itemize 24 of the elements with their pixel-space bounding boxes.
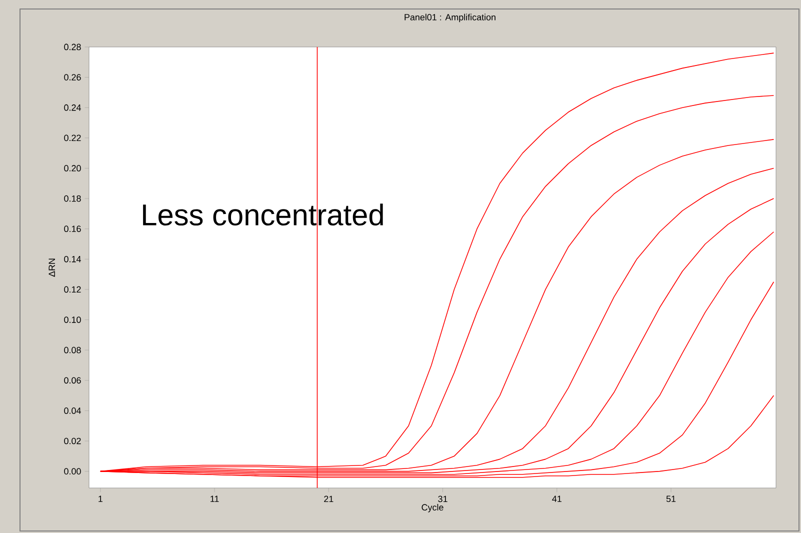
- y-tick-label: 0.26: [64, 74, 81, 80]
- y-tick-label: 0.14: [64, 256, 81, 262]
- x-tick-label: 21: [324, 496, 334, 502]
- y-tick-label: 0.18: [64, 195, 81, 202]
- y-axis-title: ΔRN: [48, 258, 55, 277]
- y-tick-label: 0.04: [64, 408, 81, 414]
- chart-title: Panel01 : Amplification: [404, 14, 496, 22]
- x-tick-label: 41: [552, 496, 562, 502]
- y-tick-label: 0.10: [64, 316, 81, 323]
- y-tick-label: 0.16: [64, 226, 81, 232]
- y-tick-label: 0.28: [64, 44, 81, 50]
- x-tick-label: 51: [666, 496, 676, 502]
- y-tick-label: 0.22: [64, 134, 81, 142]
- y-tick-label: 0.02: [64, 438, 81, 444]
- x-tick-label: 11: [210, 496, 219, 502]
- y-tick-label: 0.00: [64, 468, 81, 474]
- y-tick-label: 0.08: [64, 346, 81, 354]
- x-axis-title: Cycle: [422, 504, 444, 512]
- y-tick-label: 0.24: [64, 104, 81, 111]
- y-tick-label: 0.20: [64, 165, 81, 172]
- y-tick-label: 0.06: [64, 377, 81, 384]
- x-tick-label: 31: [438, 496, 448, 502]
- x-tick-label: 1: [98, 496, 102, 502]
- y-tick-label: 0.12: [64, 286, 81, 293]
